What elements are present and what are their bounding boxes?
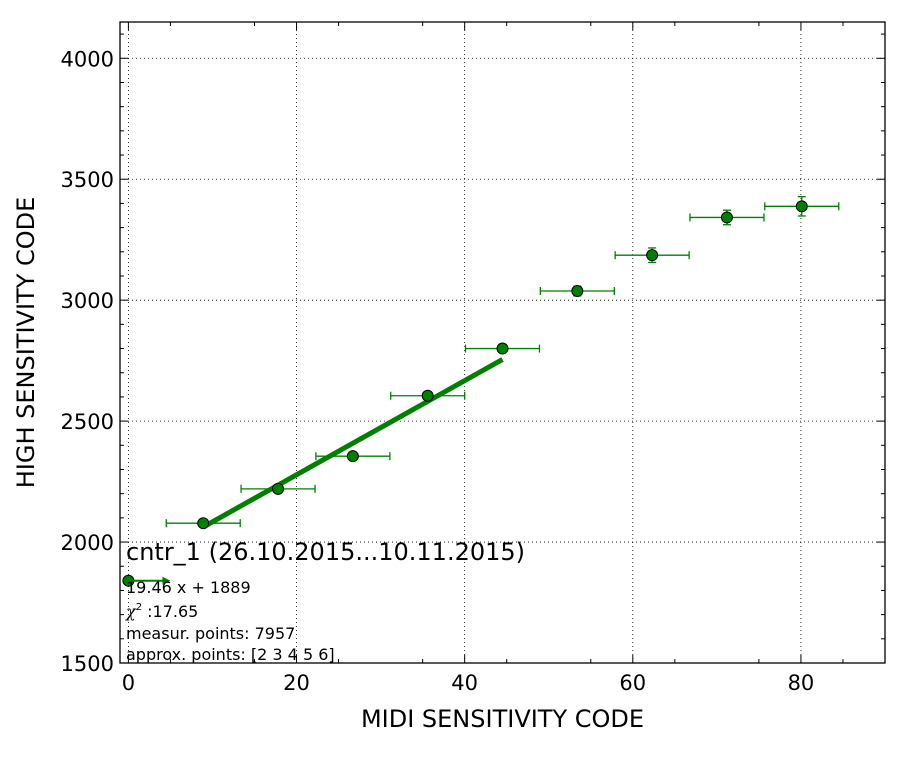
- y-tick-label: 3500: [61, 168, 114, 192]
- y-tick-label: 1500: [61, 652, 114, 676]
- y-tick-label: 3000: [61, 289, 114, 313]
- plot-frame: [119, 21, 886, 664]
- annotation-fit-equation: 19.46 x + 1889: [126, 578, 251, 597]
- x-tick-label: 0: [122, 671, 135, 695]
- legend-arrow: [128, 576, 171, 585]
- x-tick-label: 40: [451, 671, 478, 695]
- minor-ticks: [120, 22, 885, 663]
- annotation-chi-squared: χ2 :17.65: [125, 602, 198, 621]
- plot-area: [119, 21, 886, 664]
- data-point: [646, 249, 659, 262]
- data-point: [197, 517, 210, 530]
- fit-line: [202, 357, 504, 530]
- chi-superscript: 2: [136, 602, 142, 613]
- y-axis-label: HIGH SENSITIVITY CODE: [12, 197, 40, 489]
- data-point: [346, 450, 359, 463]
- data-point: [496, 342, 509, 355]
- chi-symbol: χ: [125, 602, 137, 621]
- plot-background: [120, 22, 885, 663]
- y-tick-label: 2000: [61, 531, 114, 555]
- legend-arrow-head: [162, 576, 171, 585]
- annotation-block: cntr_1 (26.10.2015...10.11.2015) 19.46 x…: [125, 538, 525, 664]
- data-point: [795, 200, 808, 213]
- y-tick-labels: 1500 2000 2500 3000 3500 4000: [61, 47, 114, 676]
- x-tick-label: 20: [283, 671, 310, 695]
- data-point: [272, 482, 285, 495]
- y-tick-label: 2500: [61, 410, 114, 434]
- x-tick-label: 80: [788, 671, 815, 695]
- x-tick-label: 60: [619, 671, 646, 695]
- fit-layer: [202, 357, 504, 530]
- data-point: [421, 389, 434, 402]
- chi-value: :17.65: [142, 602, 198, 621]
- x-tick-labels: 0 20 40 60 80: [122, 671, 815, 695]
- y-tick-label: 4000: [61, 47, 114, 71]
- x-axis-label: MIDI SENSITIVITY CODE: [361, 705, 644, 733]
- annotation-title: cntr_1 (26.10.2015...10.11.2015): [126, 538, 525, 566]
- data-point: [571, 284, 584, 297]
- annotation-measur-points: measur. points: 7957: [126, 624, 295, 643]
- grid-lines: [120, 22, 885, 664]
- data-point: [720, 211, 733, 224]
- annotation-approx-points: approx. points: [2 3 4 5 6]: [126, 645, 335, 664]
